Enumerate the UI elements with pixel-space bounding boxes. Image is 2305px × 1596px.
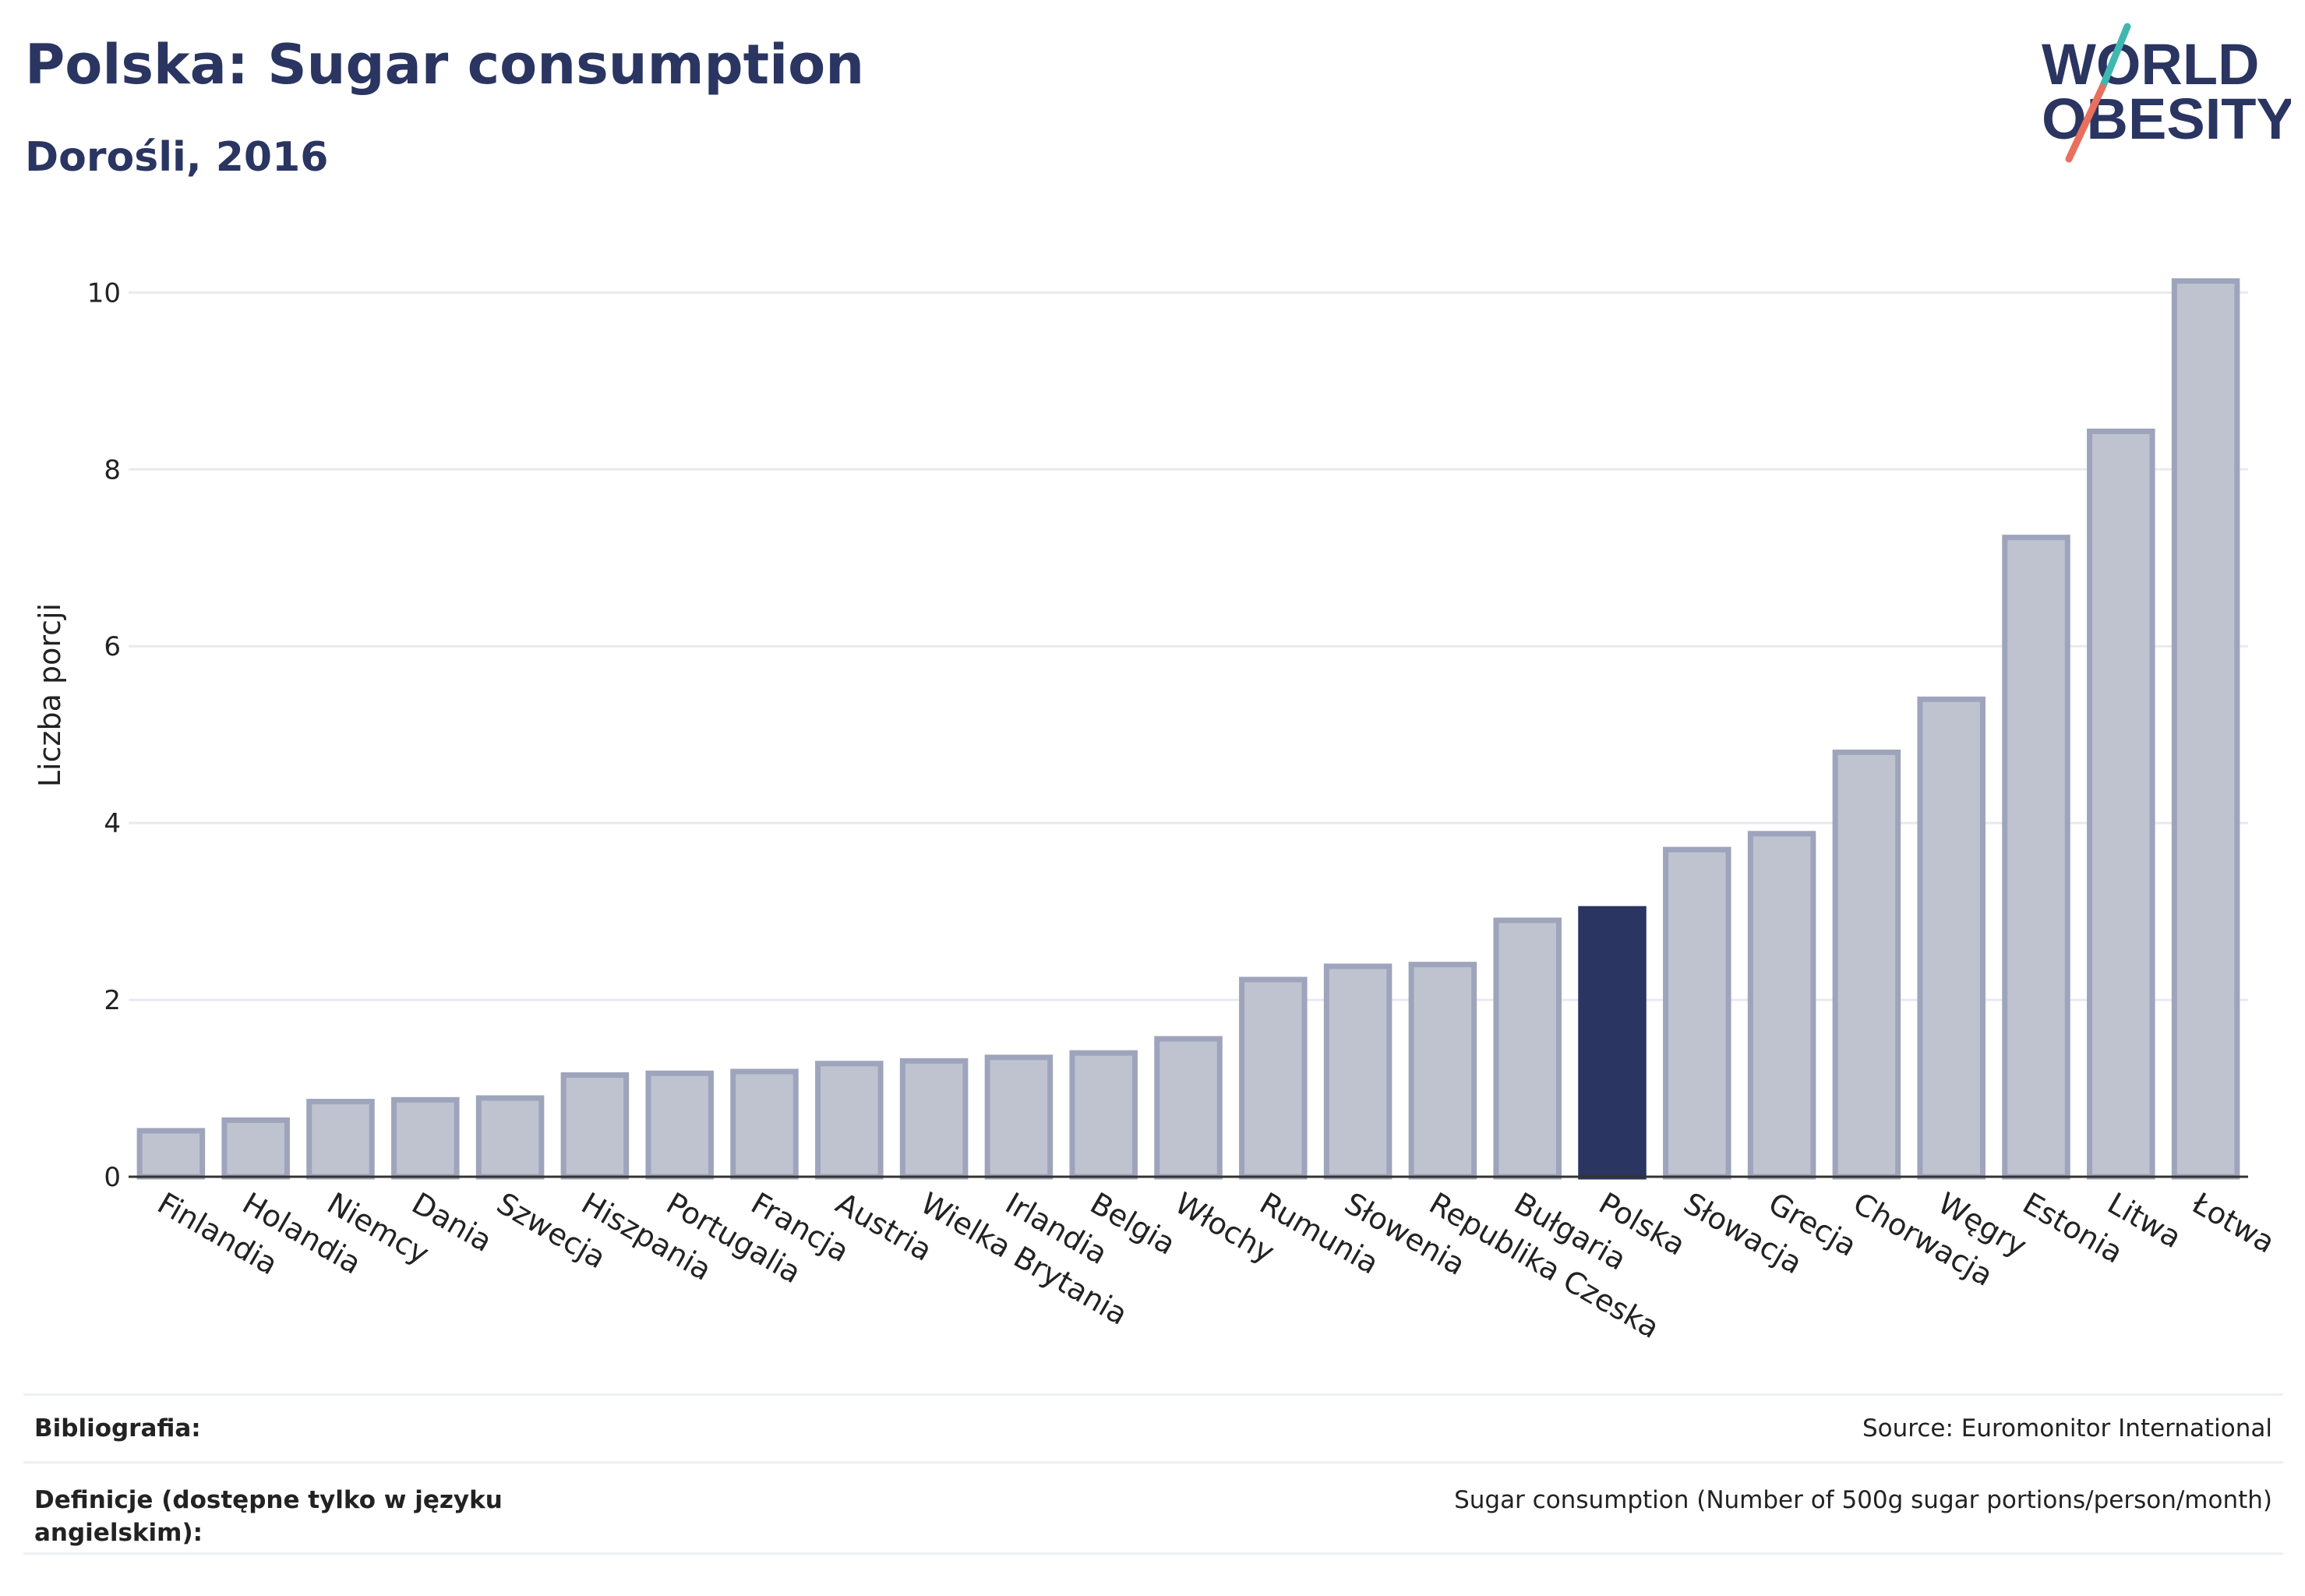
bar-szwecja[interactable] [475,1095,545,1180]
bar-węgry[interactable] [1917,696,1986,1180]
x-axis-ticks: FinlandiaHolandiaNiemcyDaniaSzwecjaHiszp… [152,1185,2281,1345]
bar-finlandia[interactable] [136,1128,206,1180]
bar-holandia[interactable] [221,1117,290,1180]
bibliography-label: Bibliografia: [34,1414,201,1442]
bar-belgia[interactable] [1069,1050,1138,1180]
bar-dania[interactable] [391,1096,460,1180]
y-tick-label: 4 [104,808,121,839]
bar-grecja[interactable] [1747,831,1816,1180]
logo-line1: WORLD [2042,32,2260,97]
bar-austria[interactable] [815,1061,884,1180]
footer-table: Bibliografia: Source: Euromonitor Intern… [23,1393,2283,1555]
footer-row-definitions: Definicje (dostępne tylko w języku angie… [23,1461,2283,1555]
bars [136,278,2240,1180]
bar-łotwa[interactable] [2171,278,2240,1180]
footer-row-bibliography: Bibliografia: Source: Euromonitor Intern… [23,1393,2283,1461]
y-tick-label: 0 [104,1162,121,1193]
bar-bułgaria[interactable] [1493,917,1562,1180]
bar-słowacja[interactable] [1663,846,1731,1180]
logo-slash-coral [2065,83,2106,163]
logo-slash-teal [2099,23,2131,91]
y-tick-label: 6 [104,631,121,662]
bar-polska[interactable] [1578,906,1647,1180]
chart-subtitle: Dorośli, 2016 [25,134,329,181]
y-tick-label: 10 [87,277,121,309]
y-axis-label: Liczba porcji [33,603,67,787]
y-axis-ticks: 0 2 4 6 8 10 [87,277,121,1193]
bar-chart: 0 2 4 6 8 10 FinlandiaHolandiaNiemcyDaniaSzwe… [33,277,2281,1345]
bar-litwa[interactable] [2087,429,2155,1180]
world-obesity-logo: WORLD OBESITY [2042,23,2291,163]
bar-francja[interactable] [730,1068,799,1180]
bar-rumunia[interactable] [1239,976,1308,1180]
bar-hiszpania[interactable] [560,1072,630,1180]
bar-wielka-brytania[interactable] [899,1058,969,1180]
chart-title: Polska: Sugar consumption [25,33,865,97]
bar-portugalia[interactable] [645,1070,714,1180]
bar-włochy[interactable] [1154,1036,1223,1180]
definitions-label: Definicje (dostępne tylko w języku angie… [34,1486,503,1547]
bar-republika-czeska[interactable] [1408,962,1477,1180]
y-tick-label: 2 [104,985,121,1016]
x-tick-label: Łotwa [2186,1185,2280,1260]
bar-słowenia[interactable] [1323,963,1393,1180]
bibliography-value: Source: Euromonitor International [1862,1414,2272,1442]
bar-estonia[interactable] [2002,535,2070,1180]
bar-irlandia[interactable] [984,1054,1054,1180]
y-tick-label: 8 [104,454,121,486]
bar-niemcy[interactable] [306,1099,375,1180]
logo-line2: OBESITY [2042,87,2291,151]
bar-chorwacja[interactable] [1832,749,1901,1180]
x-tick-label: Austria [830,1186,937,1268]
definitions-value: Sugar consumption (Number of 500g sugar … [1454,1486,2272,1514]
